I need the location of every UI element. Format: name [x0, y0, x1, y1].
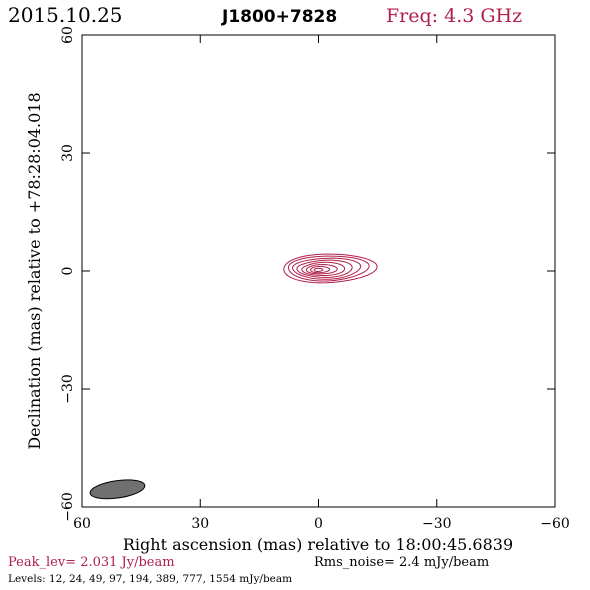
y-tick-label: 60 [60, 26, 76, 44]
rms-noise: Rms_noise= 2.4 mJy/beam [314, 555, 489, 570]
contour-level-49 [292, 257, 362, 280]
axis-ticks [81, 34, 556, 508]
contour-level-97 [296, 259, 353, 278]
frequency-label: Freq: 4.3 GHz [386, 5, 522, 27]
beam-ellipse [89, 479, 146, 500]
y-tick-label: −60 [60, 492, 76, 522]
y-tick-label: 30 [60, 144, 76, 162]
x-tick-label: −60 [540, 516, 570, 532]
contour-level-1554 [313, 267, 324, 273]
contour-level-24 [287, 255, 370, 282]
x-tick-label: 0 [314, 516, 323, 532]
x-tick-label: −30 [422, 516, 452, 532]
peak-level: Peak_lev= 2.031 Jy/beam [8, 555, 175, 570]
contour-group [283, 253, 378, 284]
source-name: J1800+7828 [221, 7, 337, 27]
x-axis-label: Right ascension (mas) relative to 18:00:… [123, 535, 513, 554]
beam-group [89, 479, 146, 500]
observation-date: 2015.10.25 [8, 3, 123, 27]
y-tick-label: −30 [60, 374, 76, 404]
contour-level-777 [310, 266, 331, 274]
y-axis-label: Declination (mas) relative to +78:28:04.… [25, 92, 44, 449]
x-tick-label: 30 [191, 516, 209, 532]
contour-level-389 [305, 264, 338, 275]
contour-level-12 [283, 253, 378, 284]
contour-levels: Levels: 12, 24, 49, 97, 194, 389, 777, 1… [8, 573, 292, 585]
contour-level-194 [301, 261, 346, 277]
y-tick-label: 0 [60, 267, 76, 276]
x-tick-label: 60 [73, 516, 91, 532]
